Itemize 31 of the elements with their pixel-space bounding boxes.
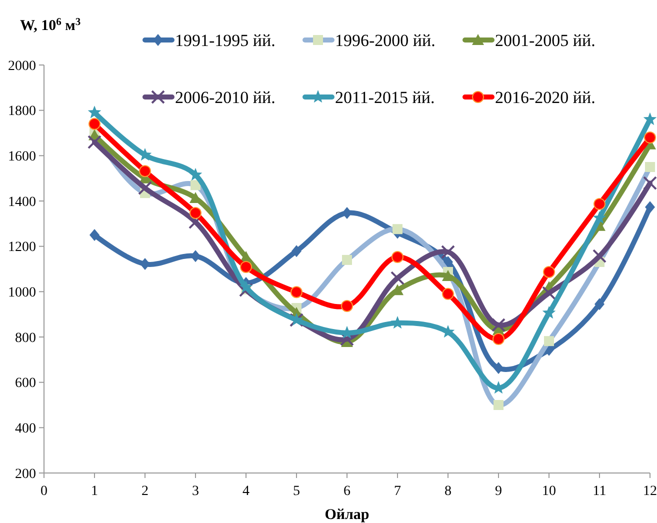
x-tick-label: 4 <box>242 484 250 499</box>
legend-label: 2006-2010 йй. <box>175 88 276 107</box>
y-tick-label: 200 <box>15 466 36 482</box>
y-tick-label: 1800 <box>8 104 36 120</box>
y-tick-label: 1400 <box>8 194 36 210</box>
x-axis-title: Ойлар <box>324 507 370 523</box>
x-tick-label: 7 <box>394 484 401 499</box>
x-tick-label: 5 <box>293 484 300 499</box>
y-tick-label: 1600 <box>8 150 36 165</box>
x-tick-label: 6 <box>344 484 350 499</box>
x-tick-label: 12 <box>643 484 657 499</box>
x-tick-label: 0 <box>40 484 48 499</box>
legend-label: 1996-2000 йй. <box>335 31 436 50</box>
y-tick-label: 1000 <box>8 286 36 301</box>
y-tick-label: 400 <box>15 422 36 437</box>
x-tick-label: 8 <box>444 484 452 499</box>
x-tick-label: 9 <box>495 484 502 499</box>
x-tick-label: 11 <box>592 484 606 499</box>
legend-label: 2011-2015 йй. <box>335 88 435 107</box>
y-tick-label: 800 <box>15 330 36 346</box>
y-tick-label: 1200 <box>8 240 36 256</box>
x-tick-label: 1 <box>91 484 98 499</box>
y-axis-title: W, 10$^{6}$ м$^{3}$ <box>20 16 81 34</box>
legend-label: 1991-1995 йй. <box>175 31 276 50</box>
legend-label: 2001-2005 йй. <box>495 31 596 50</box>
x-tick-label: 2 <box>142 484 148 499</box>
x-tick-label: 3 <box>192 484 199 499</box>
legend-label: 2016-2020 йй. <box>495 88 596 107</box>
x-tick-label: 10 <box>542 484 556 499</box>
y-tick-label: 2000 <box>8 58 36 74</box>
y-tick-label: 600 <box>15 376 36 392</box>
